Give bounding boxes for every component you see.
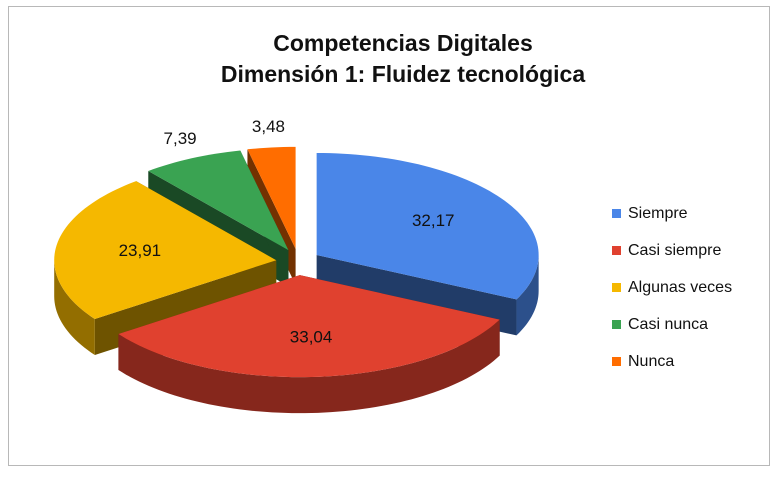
legend-label: Nunca: [628, 353, 674, 370]
slice: [54, 181, 277, 320]
legend-label: Casi siempre: [628, 242, 721, 259]
slice: [148, 150, 289, 251]
legend-label: Algunas veces: [628, 279, 732, 296]
legend-label: Siempre: [628, 205, 688, 222]
legend-swatch: [612, 246, 621, 255]
data-label: 3,48: [252, 117, 285, 136]
data-label: 33,04: [290, 328, 333, 347]
slice: [247, 146, 296, 249]
chart-subtitle: Dimensión 1: Fluidez tecnológica: [221, 61, 585, 87]
slice-side: [516, 254, 539, 336]
legend-swatch: [612, 320, 621, 329]
chart-title: Competencias Digitales: [273, 30, 532, 56]
slice-side: [54, 260, 95, 356]
legend-swatch: [612, 209, 621, 218]
slice: [118, 275, 500, 378]
slice-tops: [54, 146, 539, 378]
legend-swatch: [612, 357, 621, 366]
data-label: 7,39: [164, 129, 197, 148]
legend-swatch: [612, 283, 621, 292]
slice: [316, 152, 539, 300]
legend-label: Casi nunca: [628, 316, 708, 333]
data-label: 32,17: [412, 211, 455, 230]
data-label: 23,91: [119, 241, 162, 260]
slice-side: [118, 319, 500, 414]
